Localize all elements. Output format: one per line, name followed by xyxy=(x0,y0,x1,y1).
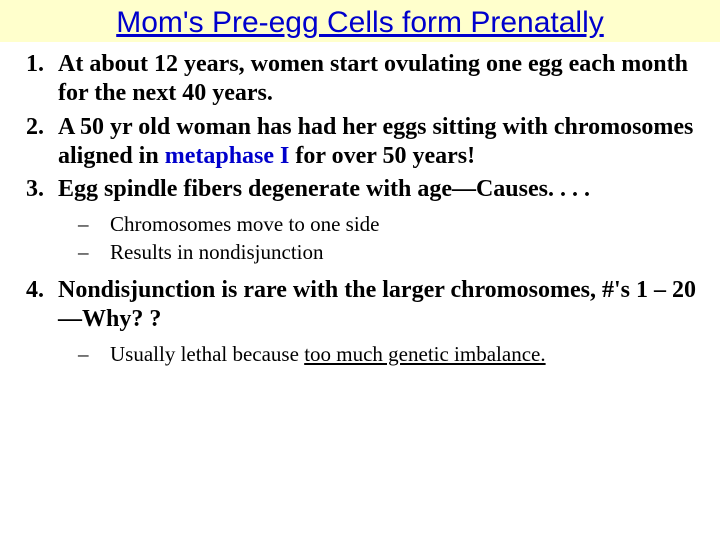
list-item-2-text-c: for over 50 years! xyxy=(289,143,475,169)
slide-title: Mom's Pre-egg Cells form Prenatally xyxy=(116,6,604,40)
list-item-3: Egg spindle fibers degenerate with age—C… xyxy=(50,175,706,265)
list-item-3-sub-1: Chromosomes move to one side xyxy=(78,212,706,238)
list-item-2-metaphase: metaphase I xyxy=(165,143,290,169)
title-bar: Mom's Pre-egg Cells form Prenatally xyxy=(0,0,720,42)
list-item-3-sub-2: Results in nondisjunction xyxy=(78,240,706,266)
list-item-3-text: Egg spindle fibers degenerate with age—C… xyxy=(58,176,590,202)
main-ordered-list: At about 12 years, women start ovulating… xyxy=(14,50,706,368)
list-item-4-sub-1: Usually lethal because too much genetic … xyxy=(78,342,706,368)
list-item-4-sub-1-a: Usually lethal because xyxy=(110,342,304,366)
list-item-4: Nondisjunction is rare with the larger c… xyxy=(50,276,706,368)
list-item-3-sub-1-text: Chromosomes move to one side xyxy=(110,212,379,236)
list-item-2: A 50 yr old woman has had her eggs sitti… xyxy=(50,113,706,172)
list-item-1: At about 12 years, women start ovulating… xyxy=(50,50,706,109)
list-item-4-sub-1-b: too much genetic imbalance. xyxy=(304,342,545,366)
list-item-3-sublist: Chromosomes move to one side Results in … xyxy=(58,212,706,265)
content-area: At about 12 years, women start ovulating… xyxy=(0,42,720,368)
list-item-3-sub-2-text: Results in nondisjunction xyxy=(110,240,324,264)
list-item-1-text: At about 12 years, women start ovulating… xyxy=(58,51,688,106)
list-item-4-sublist: Usually lethal because too much genetic … xyxy=(58,342,706,368)
list-item-4-text: Nondisjunction is rare with the larger c… xyxy=(58,277,696,332)
